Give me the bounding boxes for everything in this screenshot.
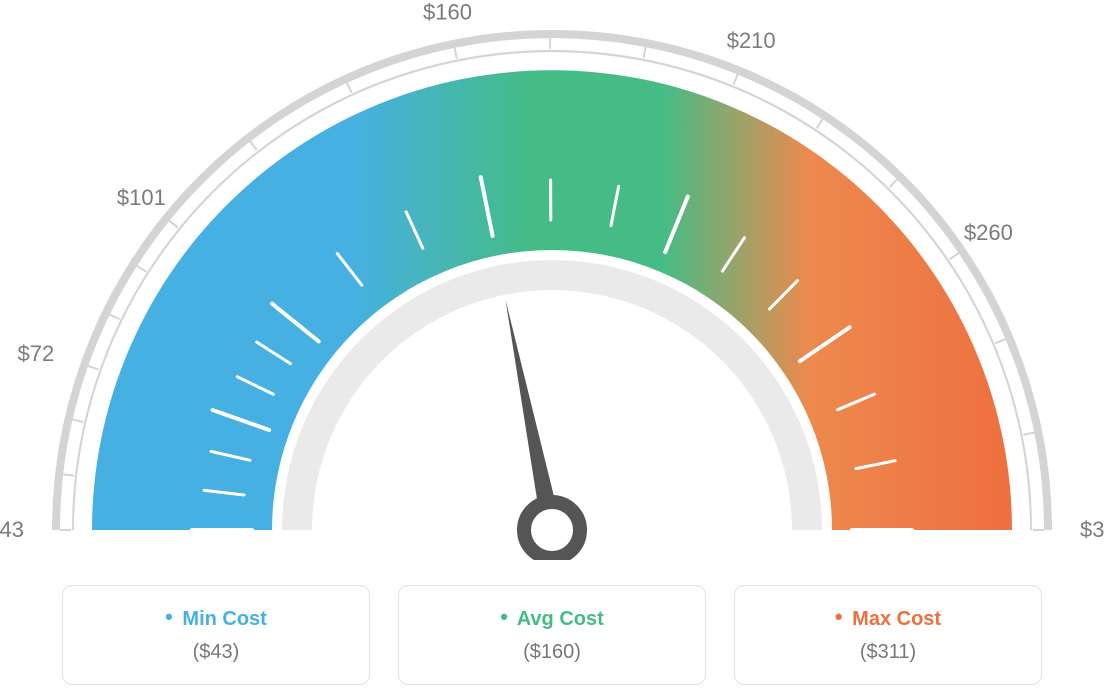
svg-text:$101: $101 — [117, 185, 166, 210]
svg-text:$72: $72 — [17, 341, 54, 366]
svg-text:$43: $43 — [0, 517, 24, 542]
svg-text:$311: $311 — [1080, 517, 1104, 542]
legend-title-avg-text: Avg Cost — [517, 608, 604, 630]
legend-card-max: • Max Cost ($311) — [734, 585, 1042, 685]
legend-dot-max: • — [835, 604, 843, 629]
svg-text:$210: $210 — [727, 28, 776, 53]
svg-text:$260: $260 — [964, 220, 1013, 245]
legend-value-min: ($43) — [63, 641, 369, 664]
legend-value-avg: ($160) — [399, 641, 705, 664]
legend-dot-min: • — [165, 604, 173, 629]
gauge-chart: $43 $72 $101 $160 $210 $260 $311 — [0, 0, 1104, 560]
legend-title-max-text: Max Cost — [852, 608, 941, 630]
svg-text:$160: $160 — [423, 0, 472, 24]
legend-card-avg: • Avg Cost ($160) — [398, 585, 706, 685]
legend-title-min: • Min Cost — [63, 604, 369, 631]
legend-dot-avg: • — [500, 604, 508, 629]
legend-title-max: • Max Cost — [735, 604, 1041, 631]
legend-row: • Min Cost ($43) • Avg Cost ($160) • Max… — [62, 585, 1042, 685]
legend-value-max: ($311) — [735, 641, 1041, 664]
legend-card-min: • Min Cost ($43) — [62, 585, 370, 685]
legend-title-avg: • Avg Cost — [399, 604, 705, 631]
legend-title-min-text: Min Cost — [182, 608, 266, 630]
gauge-svg: $43 $72 $101 $160 $210 $260 $311 — [0, 0, 1104, 560]
